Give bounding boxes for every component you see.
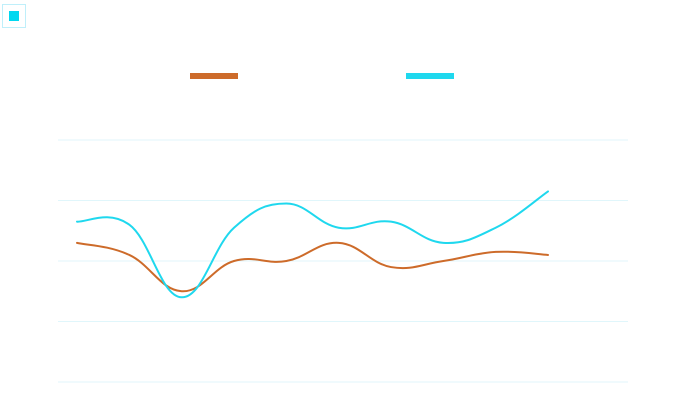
- series-line-1: [76, 241, 549, 293]
- legend-item-series-2[interactable]: [406, 73, 454, 79]
- legend-swatch-series-1: [190, 73, 238, 79]
- legend: [0, 73, 680, 81]
- toggle-button[interactable]: [2, 4, 26, 28]
- gridlines: [58, 139, 628, 383]
- legend-swatch-series-2: [406, 73, 454, 79]
- legend-item-series-1[interactable]: [190, 73, 238, 79]
- series-line-2: [76, 190, 549, 299]
- series-lines: [76, 190, 549, 299]
- square-icon: [9, 11, 19, 21]
